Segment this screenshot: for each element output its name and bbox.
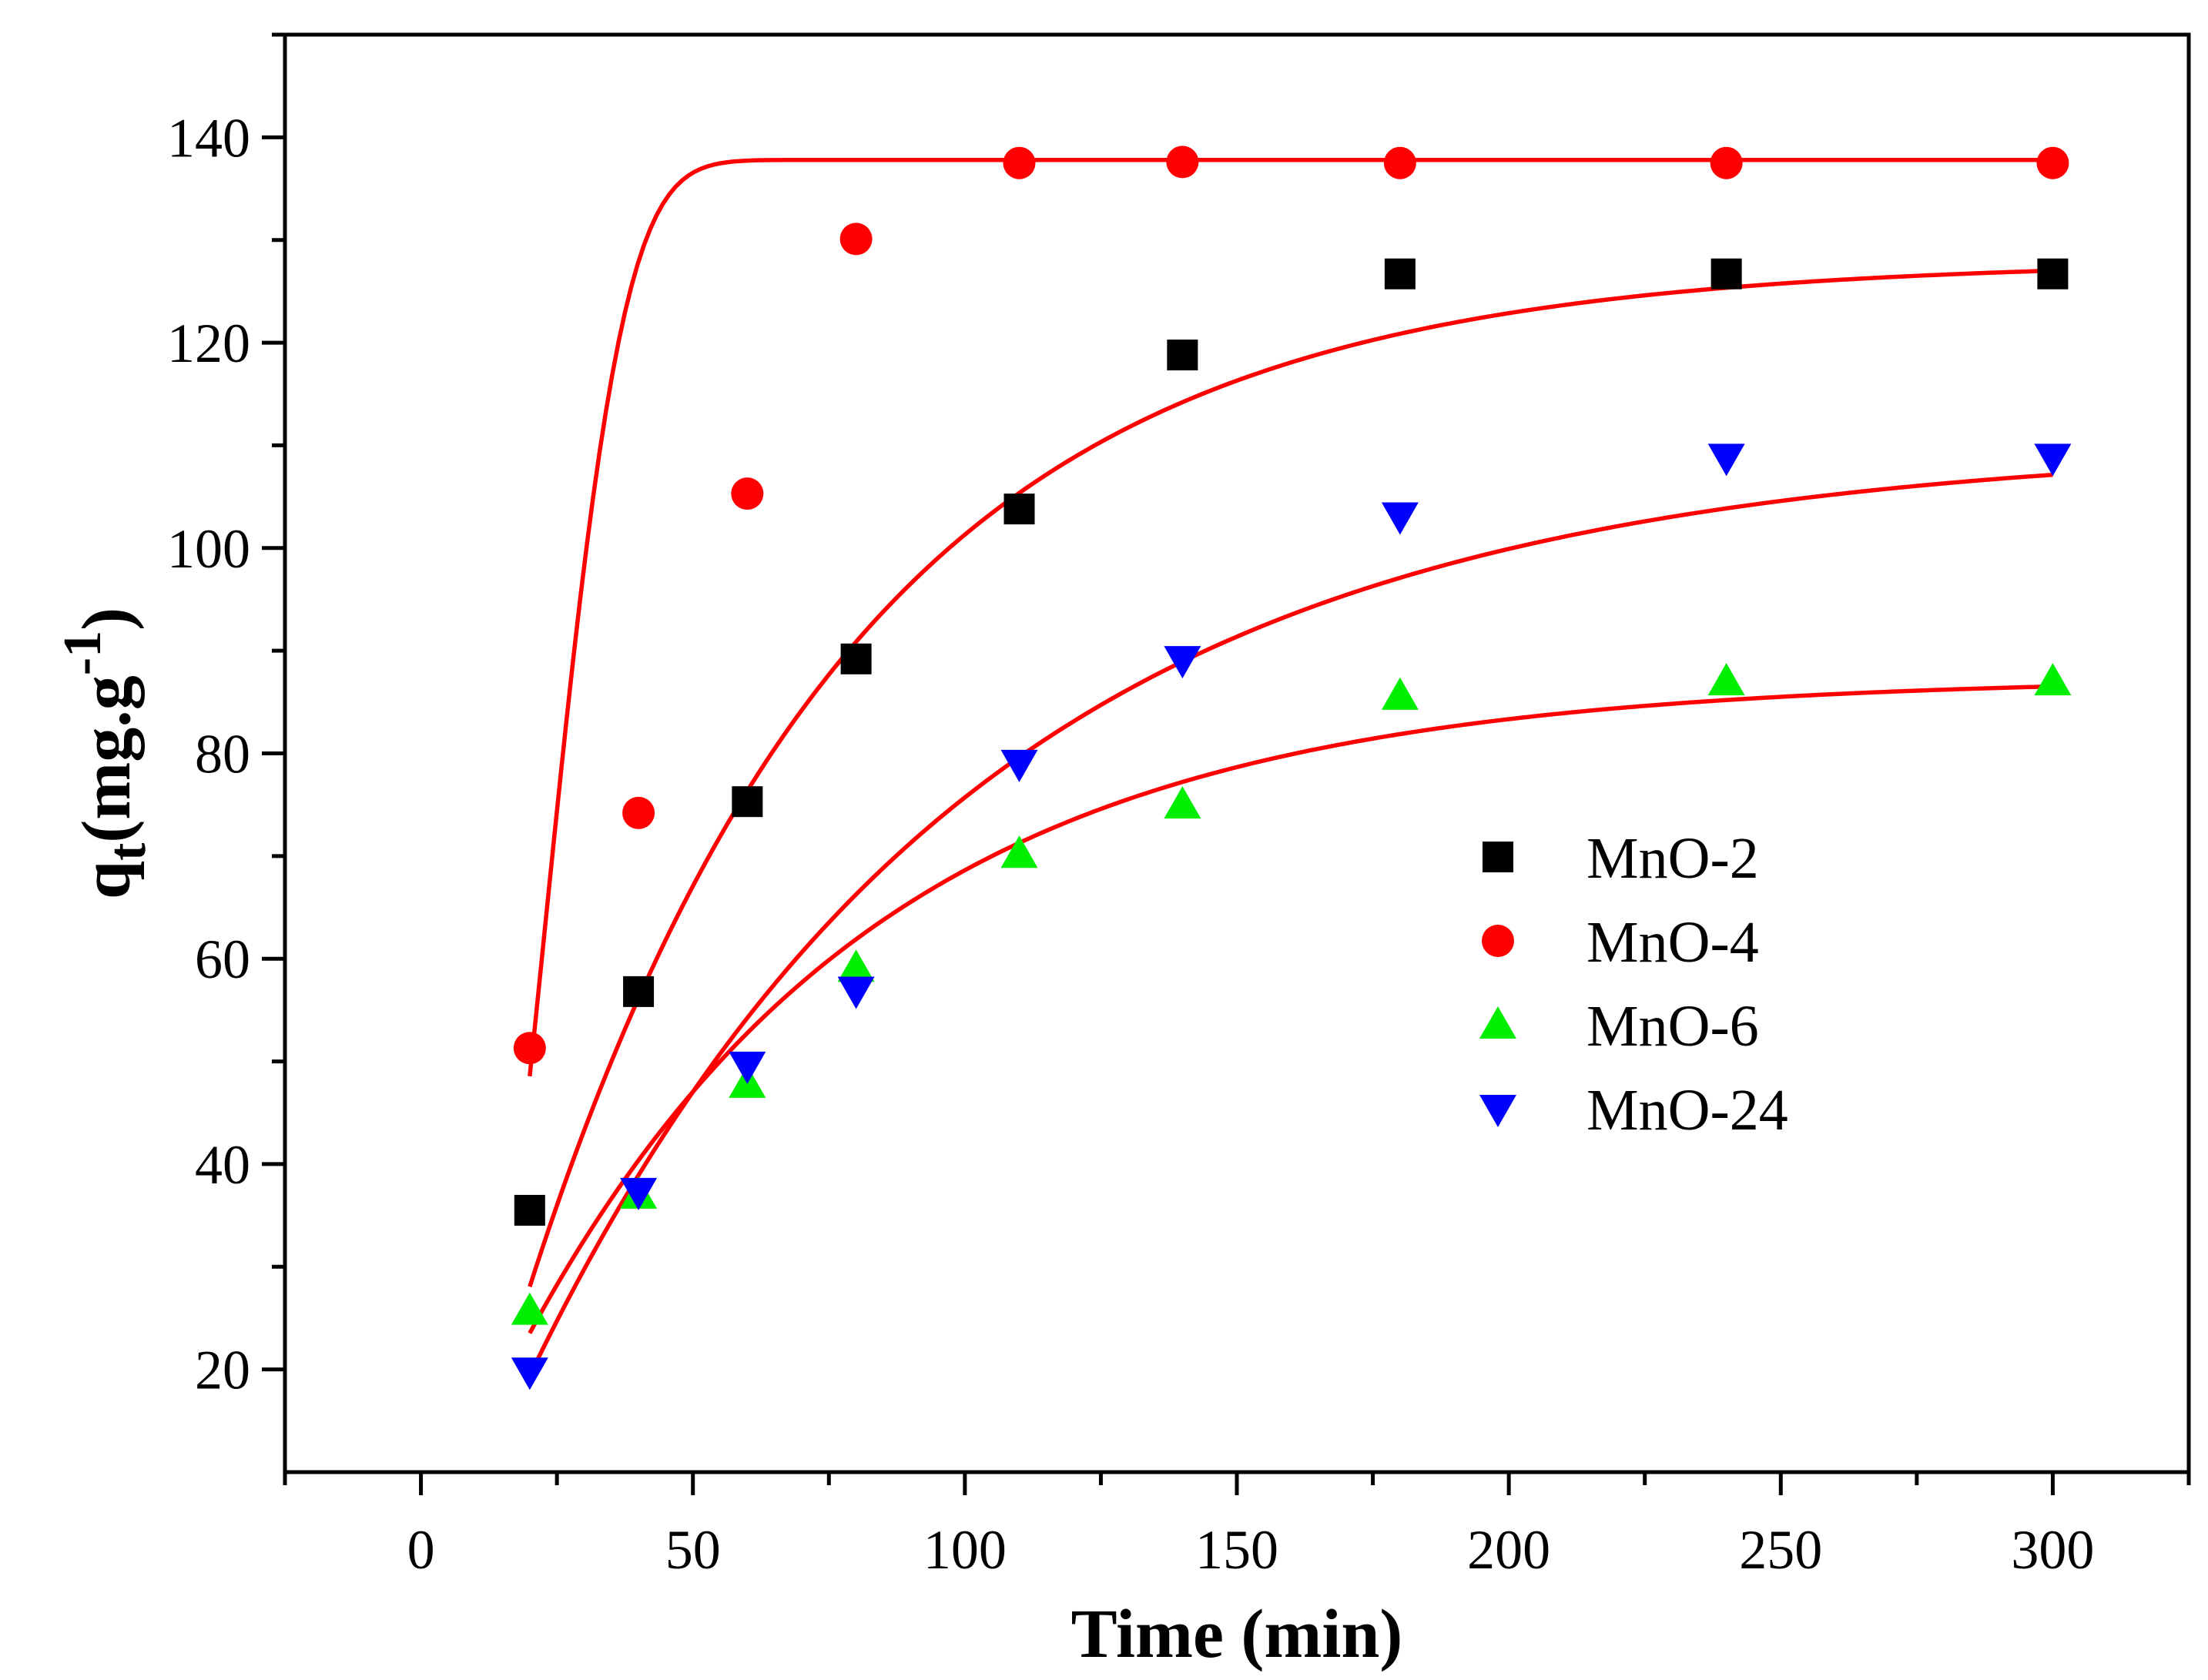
x-tick-label: 300 bbox=[2011, 1519, 2094, 1581]
y-axis-title-unit: (mg.g bbox=[69, 675, 145, 842]
legend-marker-mno-24 bbox=[1479, 1095, 1516, 1127]
point-mno-6 bbox=[2034, 663, 2072, 696]
point-mno-2 bbox=[840, 643, 872, 674]
point-mno-24 bbox=[1707, 443, 1745, 477]
legend-marker-mno-6 bbox=[1479, 1006, 1516, 1039]
point-mno-6 bbox=[1164, 786, 1201, 819]
y-tick-label: 100 bbox=[167, 518, 250, 580]
y-tick-label: 40 bbox=[195, 1134, 250, 1196]
x-axis-title: Time (min) bbox=[1071, 1596, 1403, 1672]
y-axis-title: qt(mg.g-1) bbox=[53, 607, 157, 899]
data-points bbox=[511, 146, 2072, 1391]
point-mno-6 bbox=[511, 1292, 548, 1325]
y-axis-title-close: ) bbox=[69, 607, 145, 631]
point-mno-6 bbox=[1381, 677, 1419, 710]
point-mno-24 bbox=[511, 1357, 548, 1391]
point-mno-2 bbox=[2037, 258, 2069, 289]
y-tick-label: 140 bbox=[167, 107, 250, 169]
point-mno-24 bbox=[837, 976, 875, 1009]
x-tick-label: 100 bbox=[923, 1519, 1007, 1581]
point-mno-4 bbox=[513, 1032, 546, 1065]
point-mno-4 bbox=[1003, 146, 1036, 179]
fit-curves bbox=[528, 157, 2053, 1377]
legend-label-mno-2: MnO-2 bbox=[1586, 826, 1759, 891]
y-tick-label: 80 bbox=[195, 724, 250, 785]
x-tick-label: 200 bbox=[1467, 1519, 1550, 1581]
point-mno-2 bbox=[514, 1194, 545, 1226]
point-mno-2 bbox=[1384, 258, 1416, 289]
axes: 0 50 100 150 200 250 300 20 40 60 80 100 120 140 bbox=[167, 32, 2191, 1581]
x-tick-label: 250 bbox=[1739, 1519, 1822, 1581]
y-axis-title-base: q bbox=[69, 861, 145, 899]
point-mno-24 bbox=[2034, 443, 2072, 477]
y-tick-label: 20 bbox=[195, 1340, 250, 1401]
point-mno-2 bbox=[1167, 340, 1198, 371]
fit-curve-mno-2 bbox=[528, 268, 2053, 1287]
point-mno-24 bbox=[1381, 502, 1419, 535]
y-axis-title-subscript: t bbox=[98, 843, 157, 861]
point-mno-4 bbox=[1710, 146, 1743, 179]
legend-label-mno-4: MnO-4 bbox=[1586, 910, 1759, 975]
point-mno-4 bbox=[2036, 146, 2069, 179]
y-tick-label: 120 bbox=[167, 313, 250, 374]
y-axis-title-superscript: -1 bbox=[53, 631, 112, 675]
point-mno-2 bbox=[623, 976, 655, 1007]
point-mno-4 bbox=[731, 477, 764, 510]
y-tick-label: 60 bbox=[195, 929, 250, 990]
point-mno-24 bbox=[1000, 749, 1038, 782]
x-tick-label: 0 bbox=[407, 1519, 435, 1581]
fit-curve-mno-24 bbox=[528, 472, 2053, 1377]
point-mno-24 bbox=[729, 1051, 766, 1084]
x-tick-label: 150 bbox=[1195, 1519, 1278, 1581]
x-tick-label: 50 bbox=[665, 1519, 721, 1581]
plot-frame bbox=[283, 32, 2191, 1474]
point-mno-24 bbox=[1164, 646, 1201, 679]
legend-marker-mno-4 bbox=[1482, 925, 1514, 957]
point-mno-4 bbox=[839, 223, 873, 256]
point-mno-2 bbox=[1710, 258, 1742, 289]
fit-curve-mno-6 bbox=[528, 684, 2053, 1334]
point-mno-6 bbox=[837, 949, 875, 982]
legend: MnO-2 MnO-4 MnO-6 MnO-24 bbox=[1479, 826, 1788, 1143]
point-mno-4 bbox=[622, 796, 655, 829]
legend-label-mno-24: MnO-24 bbox=[1586, 1078, 1788, 1143]
point-mno-24 bbox=[620, 1177, 658, 1210]
fit-curve-mno-4 bbox=[528, 157, 2053, 1077]
point-mno-6 bbox=[1707, 663, 1745, 696]
point-mno-2 bbox=[1003, 494, 1035, 525]
point-mno-4 bbox=[1383, 146, 1416, 179]
point-mno-4 bbox=[1166, 146, 1199, 179]
point-mno-2 bbox=[732, 786, 763, 818]
legend-label-mno-6: MnO-6 bbox=[1586, 994, 1759, 1059]
point-mno-6 bbox=[1000, 835, 1038, 868]
legend-marker-mno-2 bbox=[1483, 842, 1513, 872]
